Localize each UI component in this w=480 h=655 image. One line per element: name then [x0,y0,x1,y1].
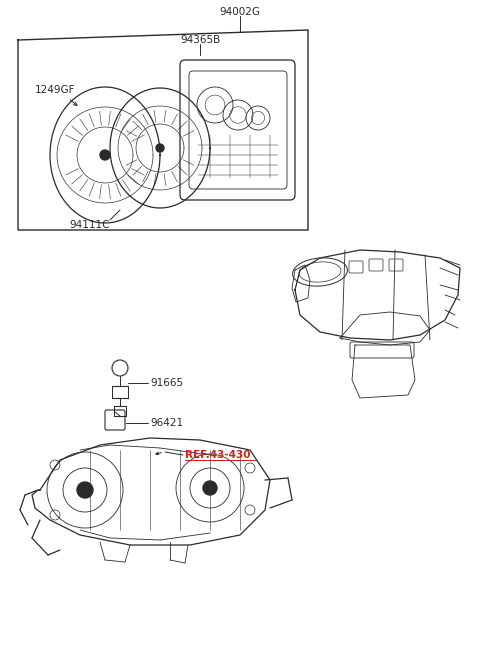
Circle shape [203,481,217,495]
Circle shape [77,482,93,498]
Text: 91665: 91665 [150,378,183,388]
Circle shape [156,144,164,152]
Text: 1249GF: 1249GF [35,85,75,95]
Text: 94365B: 94365B [180,35,220,45]
Text: 94111C: 94111C [70,220,110,230]
Text: 96421: 96421 [150,418,183,428]
Text: 94002G: 94002G [219,7,261,17]
Text: REF.43-430: REF.43-430 [185,450,251,460]
Circle shape [100,150,110,160]
